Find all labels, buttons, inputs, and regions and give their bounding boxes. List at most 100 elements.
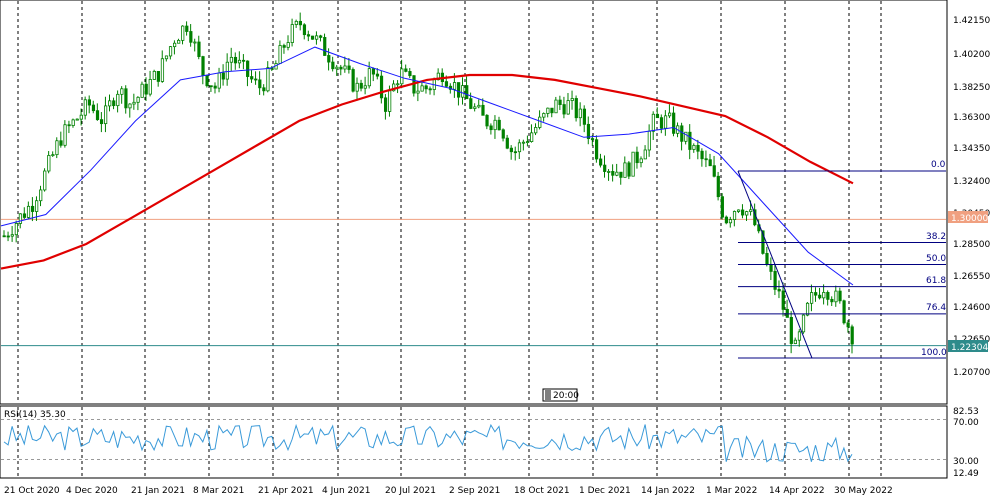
fibonacci-retracement[interactable] <box>737 170 946 359</box>
candle-body <box>452 82 457 90</box>
candle-body <box>347 65 351 70</box>
candle-body <box>39 189 43 202</box>
candle-body <box>355 82 359 92</box>
candle-body <box>197 41 201 57</box>
candle-body <box>526 141 530 143</box>
candle-body <box>615 171 619 176</box>
candle-body <box>801 314 806 333</box>
candle-body <box>144 83 148 95</box>
time-tick-label: 18 Oct 2021 <box>514 486 570 496</box>
candle-body <box>785 308 789 318</box>
rsi-pane[interactable] <box>0 405 948 479</box>
candle-body <box>152 70 156 80</box>
candle-body <box>404 68 408 72</box>
candle-body <box>71 119 75 126</box>
candle-body <box>205 75 209 87</box>
candle-body <box>51 154 55 157</box>
candle-body <box>850 326 854 345</box>
candle-body <box>538 116 542 128</box>
candle-body <box>728 219 733 224</box>
candle-body <box>562 104 566 115</box>
candle-body <box>229 56 234 63</box>
candle-body <box>513 151 518 154</box>
candle-body <box>594 139 599 160</box>
candle-body <box>521 141 526 144</box>
candle-body <box>10 234 14 237</box>
scroll-marker[interactable]: 20:00 <box>542 388 579 402</box>
candle-body <box>14 223 18 236</box>
candle-body <box>736 209 741 212</box>
candle-body <box>323 37 327 56</box>
candle-body <box>505 137 509 149</box>
scroll-marker-label: 20:00 <box>553 391 579 401</box>
candle-body <box>672 112 676 134</box>
candle-body <box>797 331 802 341</box>
rsi-axis-label: 70.00 <box>953 418 979 428</box>
time-tick-label: 4 Dec 2020 <box>66 486 118 496</box>
candle-body <box>420 85 424 92</box>
time-axis: 21 Oct 2020 4 Dec 2020 21 Jan 2021 8 Mar… <box>4 486 893 496</box>
candle-body <box>254 78 258 81</box>
candle-body <box>647 130 651 151</box>
candle-body <box>246 60 250 77</box>
time-tick-label: 21 Apr 2021 <box>258 486 314 496</box>
candle-body <box>209 85 213 88</box>
candle-body <box>400 68 404 85</box>
candle-body <box>237 59 242 64</box>
candle-body <box>327 55 331 63</box>
candle-body <box>700 150 704 160</box>
candle-body <box>639 158 643 164</box>
candle-body <box>95 110 100 120</box>
price-tick-label: 1.20700 <box>953 368 990 378</box>
time-tick-label: 1 Mar 2022 <box>706 486 757 496</box>
candle-body <box>582 108 587 125</box>
candle-body <box>408 71 412 77</box>
candle-body <box>534 127 538 134</box>
candle-body <box>55 140 59 156</box>
candle-body <box>732 211 737 220</box>
fast-moving-average-line <box>0 46 854 286</box>
candle-body <box>789 317 793 344</box>
candle-body <box>278 45 282 64</box>
candle-body <box>351 69 355 92</box>
candle-body <box>298 20 302 26</box>
candle-body <box>177 39 181 44</box>
price-tick-label: 1.28500 <box>953 240 990 250</box>
rsi-line <box>3 423 853 463</box>
candle-body <box>132 101 136 105</box>
candle-body <box>201 56 205 76</box>
candle-body <box>168 46 173 57</box>
candle-body <box>396 83 400 86</box>
candle-body <box>383 97 388 112</box>
candle-body <box>566 100 570 115</box>
candle-body <box>530 132 534 142</box>
candle-body <box>164 55 169 60</box>
candle-body <box>805 302 810 316</box>
candle-body <box>428 88 432 91</box>
current-price-tag <box>948 340 988 352</box>
candle-body <box>388 90 392 112</box>
candle-body <box>156 70 160 82</box>
candle-body <box>663 115 668 129</box>
candle-body <box>509 147 513 153</box>
price-tick-label: 1.24600 <box>953 303 990 313</box>
candle-body <box>688 131 692 150</box>
price-tick-label: 1.32400 <box>953 177 990 187</box>
candle-body <box>35 200 39 212</box>
candle-body <box>493 119 497 131</box>
candle-body <box>781 290 785 310</box>
vertical-grid <box>17 1 882 477</box>
price-pane[interactable] <box>0 0 948 405</box>
candle-body <box>116 93 120 107</box>
time-tick-label: 21 Oct 2020 <box>4 486 60 496</box>
candle-body <box>18 213 23 224</box>
candle-body <box>749 209 753 212</box>
candle-body <box>473 106 477 109</box>
candle-body <box>590 138 595 141</box>
candle-body <box>769 264 773 272</box>
candle-body <box>63 124 67 146</box>
candle-body <box>294 20 298 25</box>
candle-body <box>619 171 623 178</box>
rsi-axis-label: 30.00 <box>953 457 979 467</box>
candle-body <box>124 88 128 109</box>
